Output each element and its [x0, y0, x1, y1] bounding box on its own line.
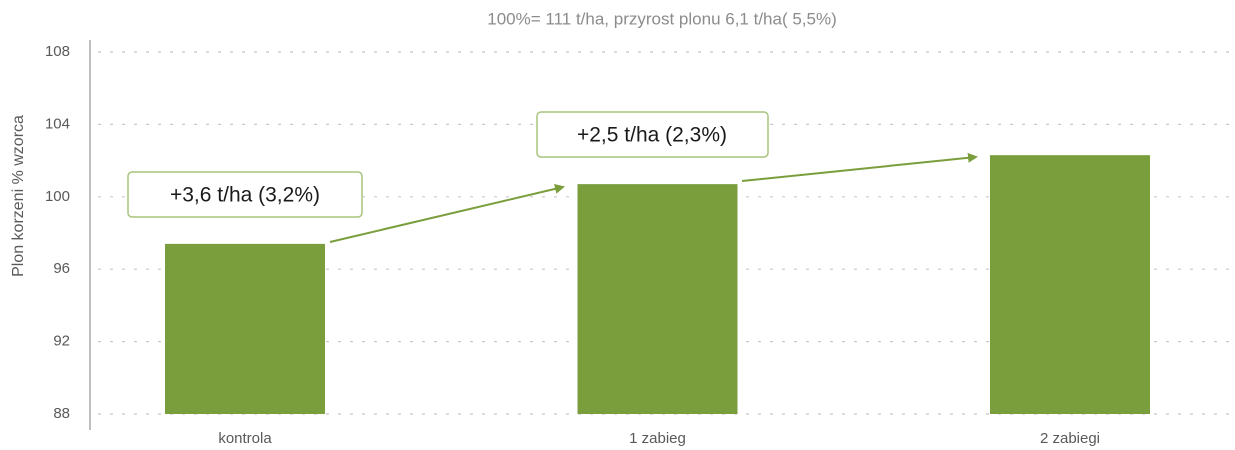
- y-tick-label: 96: [53, 260, 70, 277]
- y-tick-label: 92: [53, 333, 70, 350]
- annotation: +3,6 t/ha (3,2%): [170, 184, 320, 207]
- bar: [165, 243, 325, 414]
- arrow: [741, 152, 978, 182]
- annotation-box: [127, 171, 363, 218]
- y-axis-label: Plon korzeni % wzorca: [10, 115, 27, 277]
- x-tick-label: kontrola: [218, 430, 272, 447]
- y-tick-label: 88: [53, 405, 70, 422]
- chart-title: 100%= 111 t/ha, przyrost plonu 6,1 t/ha(…: [487, 9, 837, 28]
- annotation: +2,5 t/ha (2,3%): [577, 124, 727, 147]
- y-tick-label: 100: [45, 188, 70, 205]
- x-tick-label: 2 zabiegi: [1040, 430, 1100, 447]
- bar: [577, 184, 738, 414]
- arrow: [329, 183, 565, 243]
- x-tick-label: 1 zabieg: [629, 430, 686, 447]
- y-tick-label: 108: [45, 43, 70, 60]
- plot: 88 92 96 100 104 108 kontrola 1 zabieg 2 zabiegi: [45, 43, 1235, 447]
- annotation-box: [536, 111, 769, 158]
- bar: [990, 155, 1150, 415]
- y-tick-label: 104: [45, 115, 70, 132]
